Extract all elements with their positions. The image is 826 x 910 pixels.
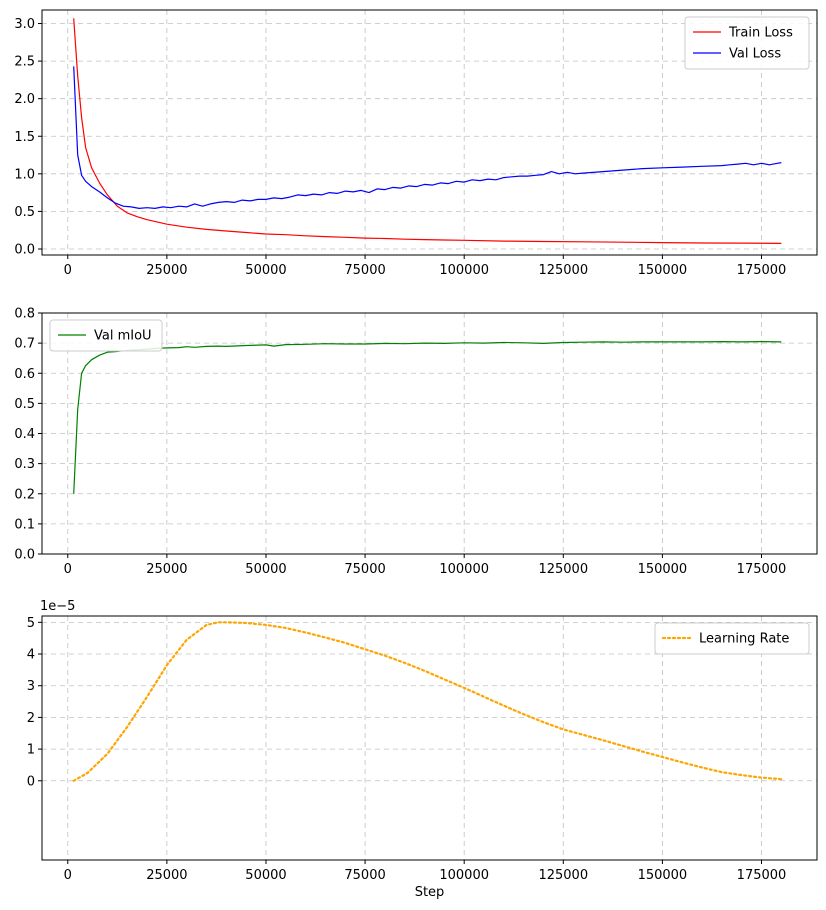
x-tick-label: 125000 <box>538 263 588 278</box>
legend: Train Loss Val Loss <box>684 16 810 70</box>
y-tick-label: 0.4 <box>14 427 35 442</box>
y-tick-label: 2.0 <box>14 92 35 107</box>
y-tick-label: 3 <box>27 679 35 694</box>
y-tick-label: 4 <box>27 648 35 663</box>
legend-box <box>49 319 163 352</box>
legend-label: Learning Rate <box>699 632 789 647</box>
x-tick-label: 0 <box>64 263 72 278</box>
y-tick-label: 0 <box>27 774 35 789</box>
legend-label: Val Loss <box>729 47 781 62</box>
x-tick-label: 100000 <box>439 868 489 883</box>
y-tick-label: 2 <box>27 711 35 726</box>
x-tick-label: 75000 <box>344 868 385 883</box>
legend-label: Val mIoU <box>94 329 152 344</box>
y-offset-label: 1e−5 <box>40 599 75 614</box>
x-tick-label: 175000 <box>737 562 787 577</box>
y-tick-label: 0.5 <box>14 397 35 412</box>
y-tick-label: 5 <box>27 616 35 631</box>
y-tick-label: 0.0 <box>14 548 35 563</box>
x-tick-label: 150000 <box>638 868 688 883</box>
chart-panel-3: 0 25000 50000 75000 100000 125000 150000 175000… <box>27 599 818 900</box>
x-tick-label: 25000 <box>146 868 187 883</box>
x-tick-label: 150000 <box>638 562 688 577</box>
x-tick-label: 175000 <box>737 868 787 883</box>
axes-frame <box>41 615 818 861</box>
x-tick-label: 100000 <box>439 562 489 577</box>
series-line-learning-rate <box>72 621 783 782</box>
y-tick-label: 0.3 <box>14 457 35 472</box>
x-tick-label: 50000 <box>245 263 286 278</box>
series-line-val-loss <box>73 66 782 209</box>
legend-label: Train Loss <box>728 26 793 41</box>
legend-box <box>684 16 810 70</box>
x-tick-label: 75000 <box>344 263 385 278</box>
axes-frame <box>41 9 818 256</box>
y-tick-label: 3.0 <box>14 17 35 32</box>
x-tick-label: 0 <box>64 562 72 577</box>
x-tick-label: 100000 <box>439 263 489 278</box>
y-tick-label: 0.1 <box>14 517 35 532</box>
y-tick-label: 0.0 <box>14 242 35 257</box>
x-tick-label: 125000 <box>538 562 588 577</box>
y-tick-label: 2.5 <box>14 55 35 70</box>
x-tick-label: 125000 <box>538 868 588 883</box>
y-tick-label: 1 <box>27 743 35 758</box>
y-tick-label: 1.5 <box>14 130 35 145</box>
x-tick-label: 75000 <box>344 562 385 577</box>
legend: Val mIoU <box>49 319 163 352</box>
x-axis-label: Step <box>415 885 445 900</box>
y-tick-label: 0.6 <box>14 367 35 382</box>
series-line-train-loss <box>73 18 782 244</box>
series-line-val-miou <box>73 341 782 494</box>
chart-panel-2: 0 25000 50000 75000 100000 125000 150000 175000… <box>14 307 818 577</box>
x-tick-label: 50000 <box>245 562 286 577</box>
chart-panel-1: 0 25000 50000 75000 100000 125000 150000 175000… <box>14 9 818 278</box>
x-tick-label: 25000 <box>146 562 187 577</box>
legend-box <box>654 622 810 655</box>
x-tick-label: 0 <box>64 868 72 883</box>
x-tick-label: 175000 <box>737 263 787 278</box>
y-tick-label: 1.0 <box>14 167 35 182</box>
legend: Learning Rate <box>654 622 810 655</box>
y-tick-label: 0.8 <box>14 307 35 322</box>
x-tick-label: 50000 <box>245 868 286 883</box>
x-tick-label: 25000 <box>146 263 187 278</box>
x-tick-label: 150000 <box>638 263 688 278</box>
y-tick-label: 0.5 <box>14 205 35 220</box>
y-tick-label: 0.7 <box>14 337 35 352</box>
y-tick-label: 0.2 <box>14 487 35 502</box>
